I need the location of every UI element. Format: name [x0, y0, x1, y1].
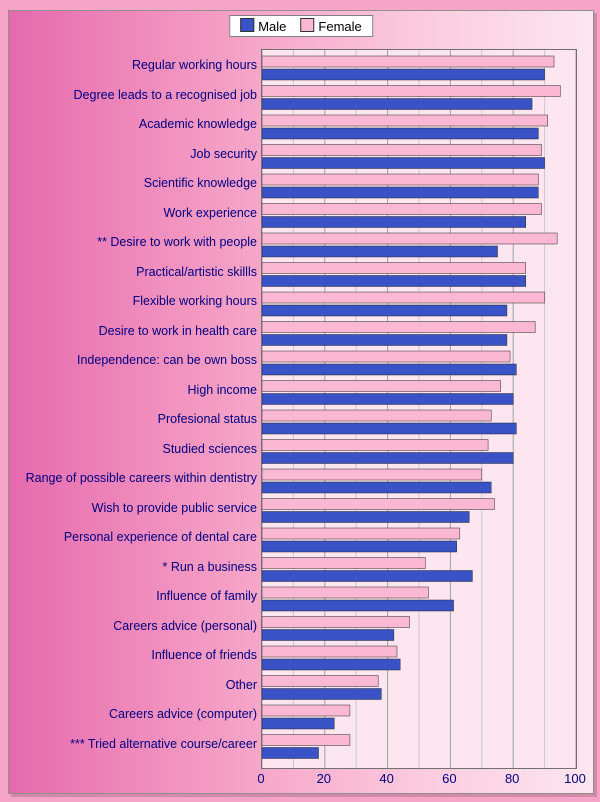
bar-female	[262, 174, 538, 185]
category-label: Practical/artistic skillls	[11, 266, 257, 280]
category-label: *** Tried alternative course/career	[11, 738, 257, 752]
bar-female	[262, 86, 560, 97]
x-tick-label: 20	[317, 771, 331, 786]
x-tick-label: 40	[379, 771, 393, 786]
category-label: Degree leads to a recognised job	[11, 89, 257, 103]
category-label: Work experience	[11, 207, 257, 221]
bar-female	[262, 381, 501, 392]
bar-female	[262, 56, 554, 67]
bar-male	[262, 689, 381, 700]
category-label: Influence of friends	[11, 649, 257, 663]
category-label: Regular working hours	[11, 59, 257, 73]
bar-male	[262, 276, 526, 287]
bar-female	[262, 735, 350, 746]
bar-female	[262, 233, 557, 244]
category-label: * Run a business	[11, 561, 257, 575]
bar-male	[262, 187, 538, 198]
category-label: Independence: can be own boss	[11, 354, 257, 368]
bar-female	[262, 558, 425, 569]
bar-male	[262, 571, 472, 582]
x-tick-label: 0	[257, 771, 264, 786]
category-label: Personal experience of dental care	[11, 531, 257, 545]
x-tick-label: 80	[505, 771, 519, 786]
male-swatch	[240, 18, 254, 32]
bar-male	[262, 423, 516, 434]
category-label: High income	[11, 384, 257, 398]
bar-male	[262, 335, 507, 346]
bar-male	[262, 99, 532, 110]
bar-female	[262, 292, 545, 303]
category-label: Flexible working hours	[11, 295, 257, 309]
bar-male	[262, 305, 507, 316]
chart-frame: Male Female Regular working hours Degree …	[8, 10, 594, 794]
bar-male	[262, 659, 400, 670]
bar-female	[262, 440, 488, 451]
bar-male	[262, 453, 513, 464]
category-label: Careers advice (computer)	[11, 708, 257, 722]
category-label: Profesional status	[11, 413, 257, 427]
bar-female	[262, 469, 482, 480]
bar-male	[262, 512, 469, 523]
bar-male	[262, 541, 457, 552]
bar-male	[262, 128, 538, 139]
bar-female	[262, 410, 491, 421]
bar-male	[262, 217, 526, 228]
bar-male	[262, 394, 513, 405]
category-label: Desire to work in health care	[11, 325, 257, 339]
bar-female	[262, 351, 510, 362]
plot-svg	[262, 50, 576, 768]
female-swatch	[300, 18, 314, 32]
bar-male	[262, 630, 394, 641]
plot-area	[261, 49, 577, 769]
category-label: Studied sciences	[11, 443, 257, 457]
bar-male	[262, 600, 454, 611]
bar-male	[262, 246, 498, 257]
bar-female	[262, 499, 494, 510]
bar-male	[262, 364, 516, 375]
category-label: Influence of family	[11, 590, 257, 604]
legend-item-male: Male	[240, 18, 286, 34]
bar-male	[262, 482, 491, 493]
category-label: Academic knowledge	[11, 118, 257, 132]
legend-label-female: Female	[318, 19, 361, 34]
bar-female	[262, 145, 541, 156]
category-label: Range of possible careers within dentist…	[11, 472, 257, 486]
x-tick-label: 100	[564, 771, 586, 786]
category-label: Job security	[11, 148, 257, 162]
bar-male	[262, 69, 545, 80]
bar-female	[262, 705, 350, 716]
category-label: ** Desire to work with people	[11, 236, 257, 250]
bar-female	[262, 322, 535, 333]
bar-female	[262, 646, 397, 657]
legend-item-female: Female	[300, 18, 361, 34]
category-label: Other	[11, 679, 257, 693]
bar-male	[262, 748, 319, 759]
category-label: Wish to provide public service	[11, 502, 257, 516]
bar-female	[262, 115, 548, 126]
bar-male	[262, 718, 334, 729]
bar-female	[262, 587, 428, 598]
bar-female	[262, 528, 460, 539]
legend: Male Female	[229, 15, 373, 37]
category-label: Scientific knowledge	[11, 177, 257, 191]
category-label: Careers advice (personal)	[11, 620, 257, 634]
bar-female	[262, 263, 526, 274]
bar-female	[262, 617, 410, 628]
bar-male	[262, 158, 545, 169]
bar-female	[262, 204, 541, 215]
legend-label-male: Male	[258, 19, 286, 34]
x-tick-label: 60	[442, 771, 456, 786]
bar-female	[262, 676, 378, 687]
